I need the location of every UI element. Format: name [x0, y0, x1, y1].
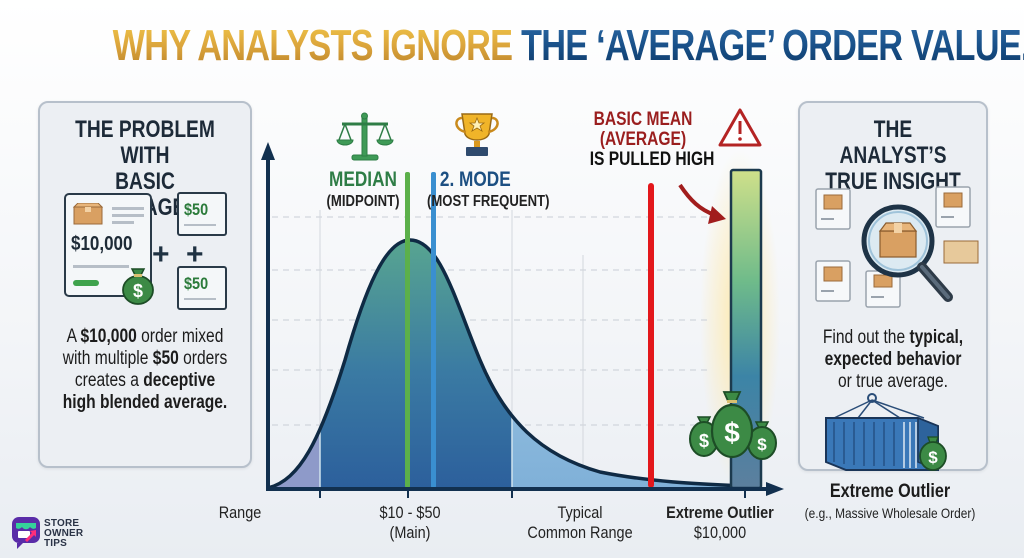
warning-icon [718, 108, 762, 147]
x-axis-ticks [319, 489, 746, 498]
x-axis-arrow-icon [766, 482, 784, 496]
y-axis-arrow-icon [261, 142, 275, 160]
page-title: WHY ANALYSTS IGNORE THE ‘AVERAGE’ ORDER … [112, 21, 1024, 70]
box-icon [73, 203, 103, 225]
small-order-value: $50 [184, 274, 209, 293]
svg-text:$: $ [699, 431, 709, 451]
right-outlier-title: Extreme Outlier [829, 481, 951, 502]
small-order-receipt: $50 [177, 266, 227, 310]
median-sublabel: (MIDPOINT) [326, 193, 400, 210]
insight-title-line-1: THE ANALYST’S [839, 116, 947, 169]
balance-scale-icon [336, 112, 394, 161]
small-order-value: $50 [184, 200, 209, 219]
problem-title-line-1: THE PROBLEM WITH [75, 116, 215, 169]
insight-panel-title: THE ANALYST’S TRUE INSIGHT [819, 117, 968, 195]
shipping-container-icon: $ [825, 393, 947, 472]
mode-label: 2. MODE [439, 168, 511, 191]
money-bags-icon: $ $ $ [689, 391, 777, 460]
x-label-range: Range [218, 503, 262, 522]
plus-sign: + [152, 238, 170, 271]
logo-text: STORE OWNER TIPS [44, 518, 84, 549]
median-line [405, 172, 410, 488]
mean-label: BASIC MEAN (AVERAGE) IS PULLED HIGH [589, 109, 715, 170]
title-part-1: WHY ANALYSTS IGNORE [112, 21, 513, 70]
insight-panel: THE ANALYST’S TRUE INSIGHT Find out [798, 101, 988, 471]
problem-description: A $10,000 order mixed with multiple $50 … [62, 326, 228, 413]
bell-curve-fill [268, 240, 745, 488]
big-order-value: $10,000 [71, 233, 133, 255]
svg-text:$: $ [928, 448, 938, 467]
mode-sublabel: (MOST FREQUENT) [427, 193, 550, 210]
insight-description: Find out the typical, expected behavior … [822, 327, 964, 392]
svg-text:$: $ [724, 417, 740, 448]
money-bag-icon: $ [122, 268, 154, 305]
x-label-main: $10 - $50 (Main) [379, 503, 441, 542]
problem-panel: THE PROBLEM WITH BASIC AVERAGES $10,000 … [38, 101, 252, 468]
magnifier-boxes-icon [815, 186, 979, 308]
x-label-outlier: Extreme Outlier $10,000 [666, 503, 774, 542]
bell-curve-line [267, 238, 746, 490]
mode-line [431, 172, 436, 488]
trophy-icon [455, 113, 499, 156]
svg-text:$: $ [757, 435, 767, 454]
svg-text:$: $ [133, 281, 143, 301]
store-owner-tips-logo-icon [12, 517, 40, 549]
median-label: MEDIAN [329, 168, 397, 191]
small-order-receipt: $50 [177, 192, 227, 236]
mean-line [648, 183, 654, 488]
plus-sign: + [186, 238, 204, 271]
title-part-2: THE ‘AVERAGE’ ORDER VALUE. [521, 21, 1024, 70]
x-label-typical: Typical Common Range [527, 503, 633, 542]
right-outlier-subtitle: (e.g., Massive Wholesale Order) [804, 505, 976, 521]
